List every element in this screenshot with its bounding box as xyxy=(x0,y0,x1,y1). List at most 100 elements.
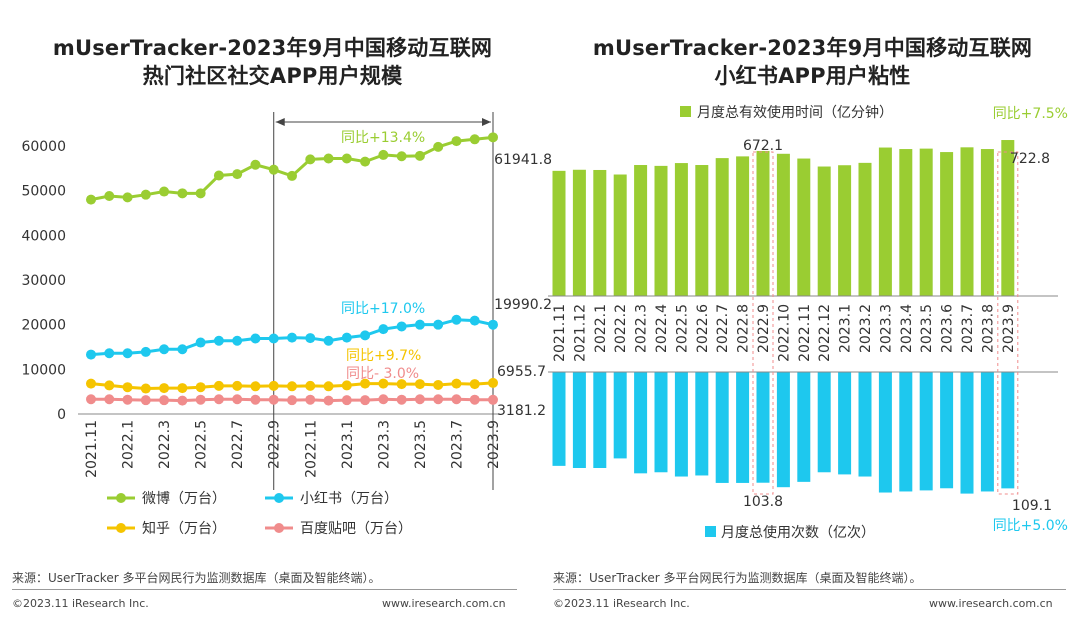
category-label: 2023.8 xyxy=(980,304,996,353)
x-tick-label: 2023.5 xyxy=(413,420,429,469)
tieba-yoy-label: 同比- 3.0% xyxy=(346,366,419,382)
x-tick-label: 2021.11 xyxy=(84,420,100,478)
time-bar xyxy=(634,165,648,296)
category-label: 2022.1 xyxy=(593,304,609,353)
weibo-point xyxy=(341,153,352,164)
y-tick-label: 10000 xyxy=(21,362,66,378)
zhihu-point xyxy=(195,382,206,393)
zhihu-point xyxy=(341,380,352,391)
comparison-arrowhead-right xyxy=(482,118,491,126)
zhihu-legend-label: 知乎（万台） xyxy=(142,520,226,537)
weibo-point xyxy=(287,170,297,181)
count-bar xyxy=(654,372,668,473)
tieba-point xyxy=(451,394,462,405)
time-bar xyxy=(695,165,709,296)
xiaohongshu-point xyxy=(250,333,261,344)
tieba-point xyxy=(305,394,316,405)
x-tick-label: 2022.1 xyxy=(121,420,137,469)
comparison-arrowhead-left xyxy=(275,118,285,126)
count-bar xyxy=(980,372,994,492)
category-label: 2022.10 xyxy=(776,304,792,362)
tieba-point xyxy=(341,395,352,406)
zhihu-point xyxy=(469,379,480,390)
time-bar xyxy=(715,158,729,296)
y-tick-label: 30000 xyxy=(21,273,66,289)
zhihu-last-value: 6955.7 xyxy=(497,364,546,380)
xiaohongshu-point xyxy=(86,349,96,360)
weibo-point xyxy=(195,188,206,199)
weibo-point xyxy=(433,141,444,152)
weibo-point xyxy=(323,153,334,164)
tieba-point xyxy=(469,394,480,405)
tieba-point xyxy=(250,394,261,405)
count-bar xyxy=(695,372,709,476)
time-bar xyxy=(552,170,566,296)
tieba-legend-label: 百度贴吧（万台） xyxy=(300,521,412,537)
xiaohongshu-point xyxy=(232,335,243,346)
weibo-yoy-label: 同比+13.4% xyxy=(341,130,425,146)
category-label: 2022.9 xyxy=(756,304,772,353)
weibo-point xyxy=(396,151,407,162)
weibo-point xyxy=(268,164,279,175)
category-label: 2022.7 xyxy=(715,304,731,353)
zhihu-point xyxy=(104,380,115,391)
left-chart-title: mUserTracker-2023年9月中国移动互联网 热门社区社交APP用户规… xyxy=(0,34,545,90)
y-tick-label: 40000 xyxy=(21,228,66,244)
tieba-point xyxy=(177,395,188,406)
category-label: 2022.8 xyxy=(736,304,752,353)
count-bar xyxy=(552,372,566,466)
time-bar xyxy=(756,150,770,296)
category-label: 2023.5 xyxy=(919,304,935,353)
right-title-line2: 小红书APP用户粘性 xyxy=(714,64,911,88)
zhihu-point xyxy=(268,380,279,391)
xiaohongshu-point xyxy=(360,330,371,341)
y-tick-label: 60000 xyxy=(21,139,66,155)
zhihu-point xyxy=(396,379,407,390)
tieba-point xyxy=(122,394,133,405)
category-label: 2022.4 xyxy=(654,304,670,353)
xiaohongshu-point xyxy=(414,319,425,330)
time-bar xyxy=(593,169,607,296)
time-bar xyxy=(858,162,872,296)
count-bar xyxy=(1001,372,1015,489)
weibo-point xyxy=(122,192,133,203)
tieba-point xyxy=(378,394,389,405)
zhihu-point xyxy=(122,382,133,393)
weibo-point xyxy=(159,186,170,197)
xiaohongshu-legend-label: 小红书（万台） xyxy=(300,491,398,507)
xiaohongshu-point xyxy=(159,344,170,355)
zhihu-point xyxy=(378,378,389,389)
time-legend-swatch xyxy=(680,106,691,117)
category-label: 2022.5 xyxy=(674,304,690,353)
time-bar xyxy=(1001,140,1015,296)
category-label: 2021.11 xyxy=(552,304,568,362)
count-bar xyxy=(838,372,852,475)
x-tick-label: 2022.9 xyxy=(267,420,283,469)
zhihu-yoy-label: 同比+9.7% xyxy=(346,348,421,364)
category-label: 2023.6 xyxy=(940,304,956,353)
count-bar xyxy=(756,372,770,483)
left-source-note: 来源：UserTracker 多平台网民行为监测数据库（桌面及智能终端）。 xyxy=(12,571,381,585)
time-bar xyxy=(613,174,627,296)
category-label: 2021.12 xyxy=(572,304,588,362)
right-chart-title: mUserTracker-2023年9月中国移动互联网 小红书APP用户粘性 xyxy=(545,34,1080,90)
weibo-point xyxy=(177,188,188,199)
right-website: www.iresearch.com.cn xyxy=(929,597,1053,610)
zhihu-point xyxy=(451,378,462,389)
category-label: 2023.7 xyxy=(960,304,976,353)
xiaohongshu-point xyxy=(104,348,115,359)
weibo-point xyxy=(451,136,462,147)
count-bar xyxy=(776,372,790,488)
xiaohongshu-last-value: 19990.2 xyxy=(494,297,552,313)
tieba-point xyxy=(213,394,224,405)
count-bar xyxy=(736,372,750,483)
time-bar xyxy=(878,147,892,296)
weibo-point xyxy=(104,191,115,202)
time-bar xyxy=(674,163,688,296)
xiaohongshu-point xyxy=(268,333,279,344)
tieba-point xyxy=(268,394,279,405)
time-bar xyxy=(776,153,790,296)
category-label: 2023.4 xyxy=(899,304,915,353)
tieba-point xyxy=(488,394,498,405)
